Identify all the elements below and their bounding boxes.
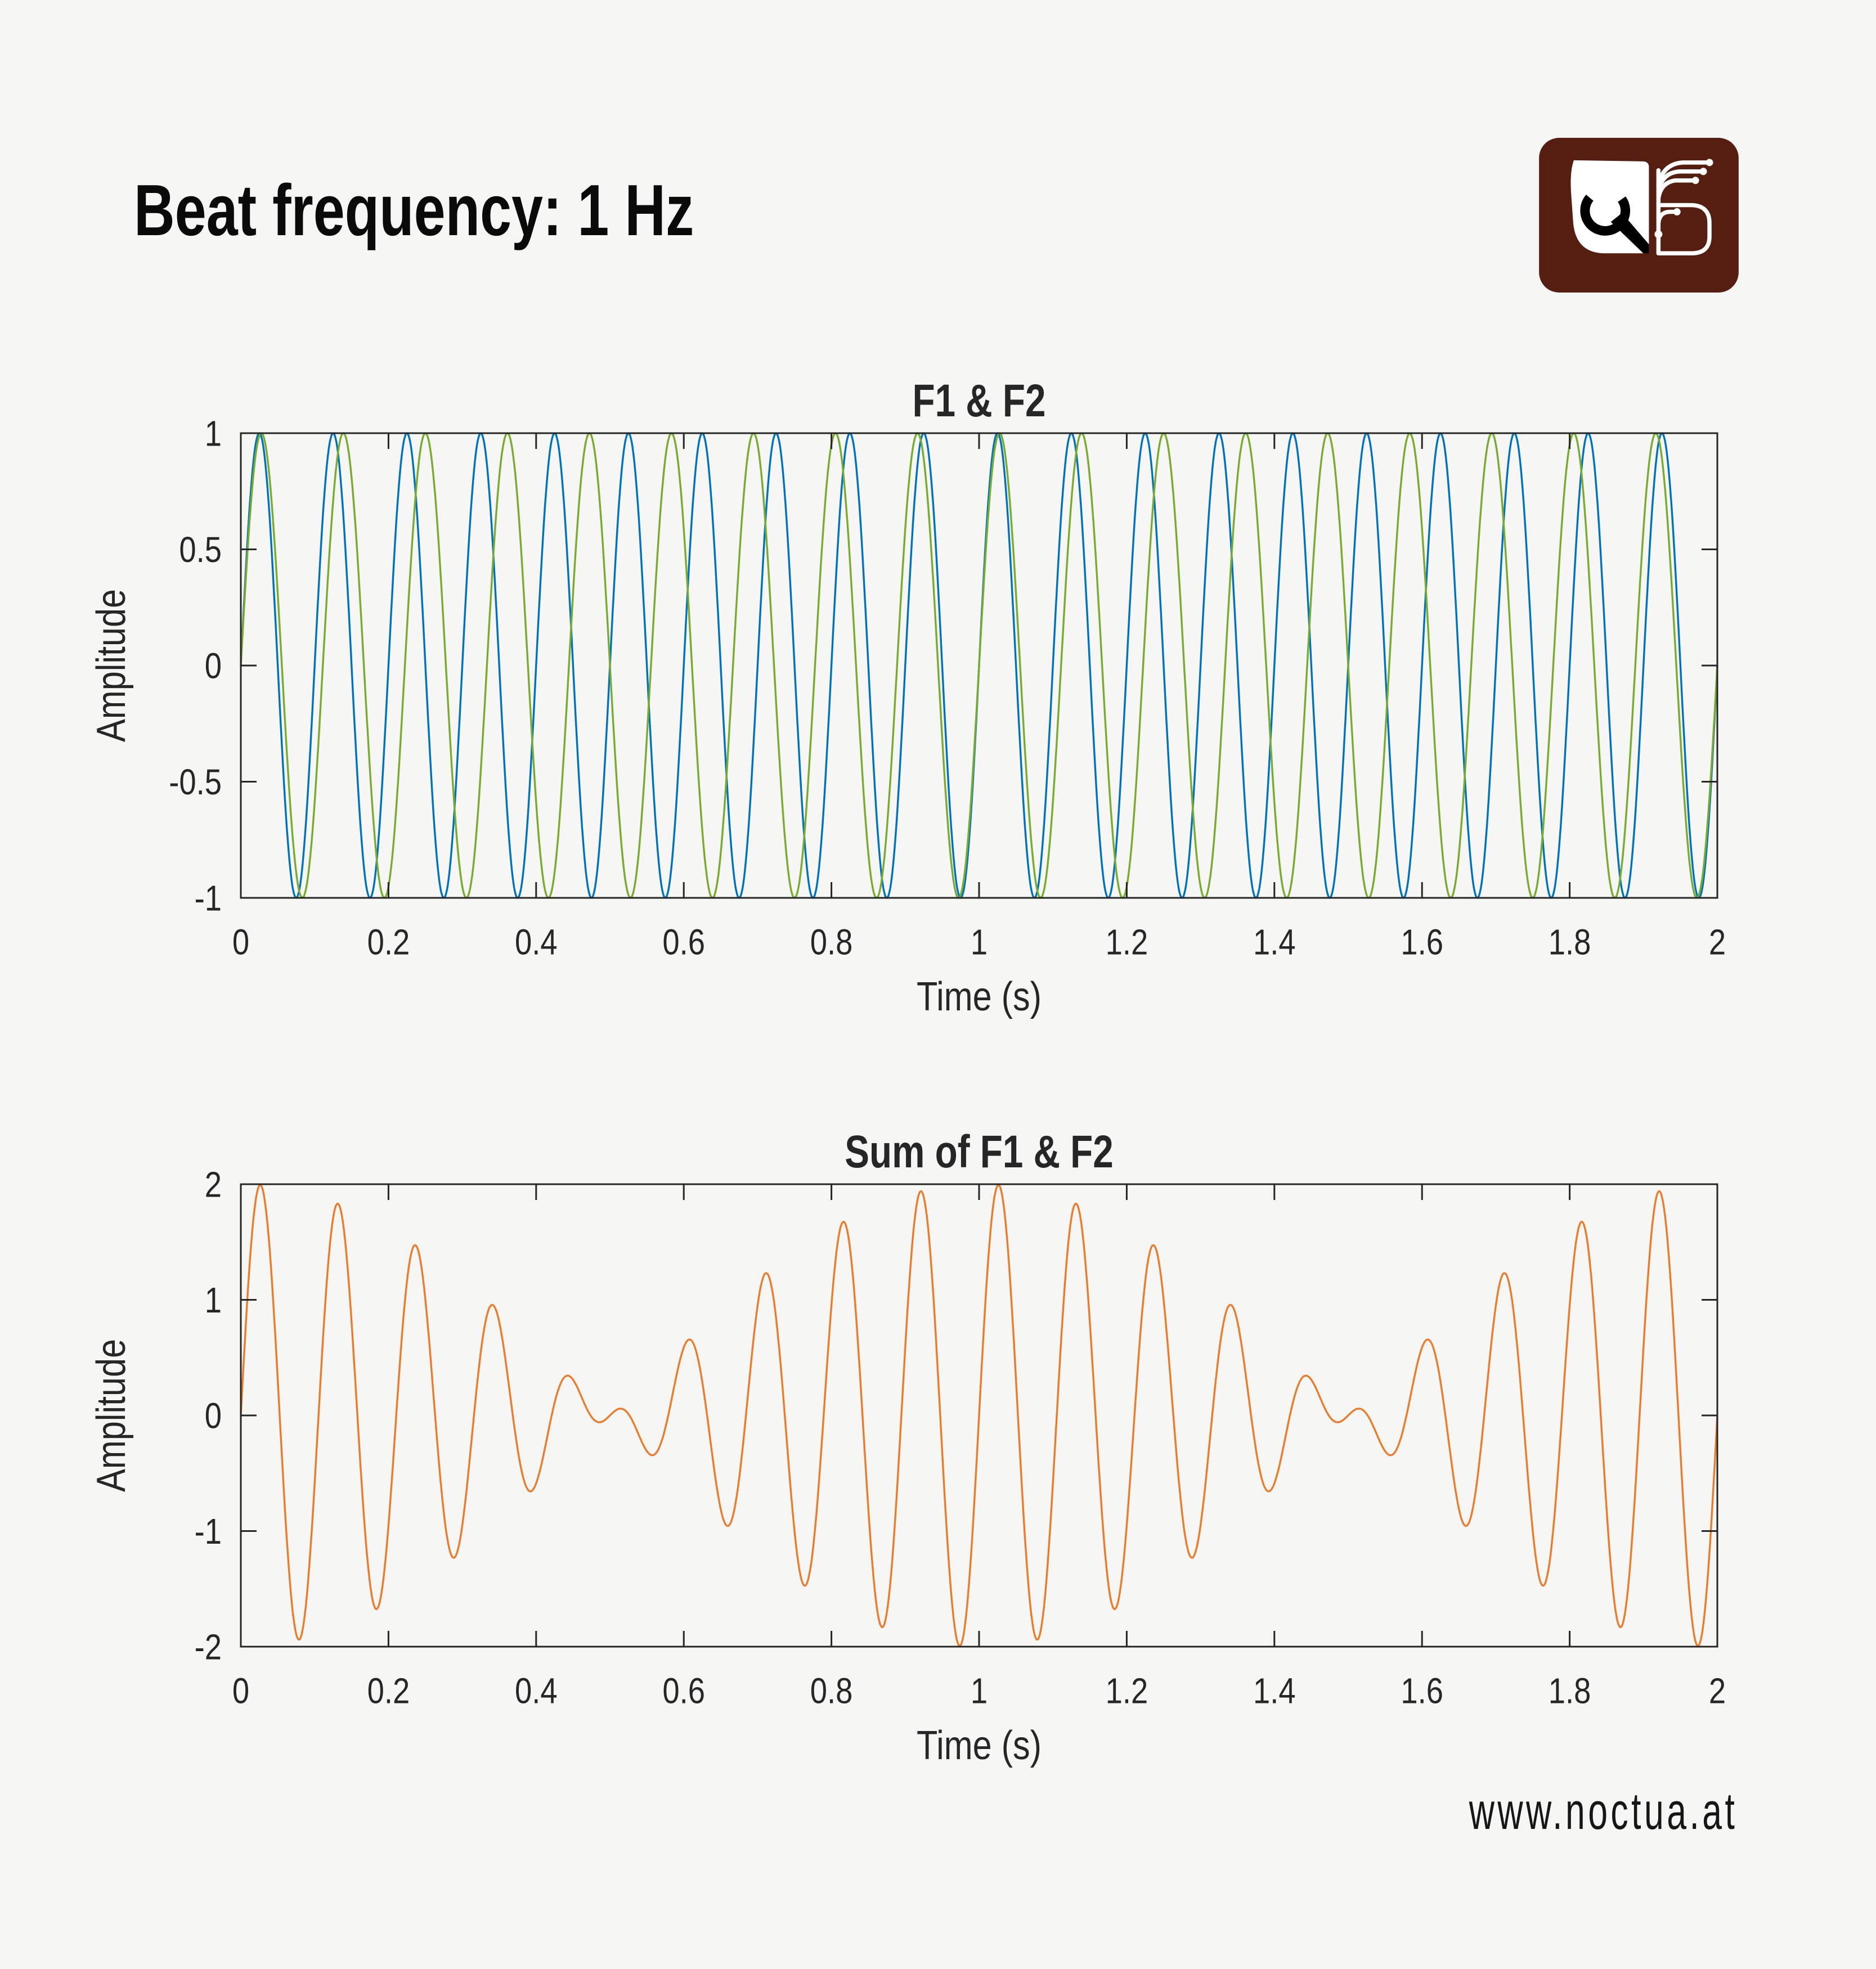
- chart-sum-of-f1-and-f2: 0 0.2 0.4 0.6 0.8 1 1.2 1.4 1.6 1.8 2 -2 -1 0 1 2 Sum of…: [89, 1126, 1726, 1768]
- y-tick-label-text: 2: [205, 1164, 222, 1204]
- x-tick-label: 0.6: [662, 1670, 705, 1711]
- chart-title: Sum of F1 & F2: [845, 1126, 1113, 1177]
- x-tick-label-text: 1: [971, 1670, 988, 1711]
- y-tick-label: -0.5: [169, 762, 222, 802]
- x-tick-label: 1.6: [1401, 921, 1443, 962]
- footer-url: www.noctua.at: [1469, 1783, 1738, 1840]
- x-tick-label-text: 1.2: [1106, 1670, 1148, 1711]
- x-tick-label-text: 0.2: [367, 921, 410, 962]
- series-line-f2: [240, 432, 1718, 899]
- x-axis-label: Time (s): [917, 1723, 1042, 1768]
- x-tick-label-text: 0.8: [810, 1670, 853, 1711]
- x-tick-label-text: 0: [232, 1670, 249, 1711]
- y-tick-label-text: -1: [195, 1511, 222, 1552]
- x-tick-label: 2: [1709, 921, 1726, 962]
- x-axis-label: Time (s): [917, 974, 1042, 1019]
- x-tick-label: 1.4: [1253, 1670, 1296, 1711]
- x-tick-label: 0.4: [515, 1670, 558, 1711]
- x-tick-label-text: 1.4: [1253, 1670, 1296, 1711]
- y-tick-label-text: -0.5: [169, 762, 222, 802]
- y-tick-label-text: 0: [205, 1395, 222, 1436]
- axes-box: [240, 432, 1718, 899]
- y-tick-label-text: -1: [195, 878, 222, 918]
- x-tick-label-text: 1.8: [1549, 921, 1591, 962]
- x-tick-label-text: 1.4: [1253, 921, 1296, 962]
- x-tick-label: 1.4: [1253, 921, 1296, 962]
- y-tick-label: -2: [195, 1626, 222, 1667]
- x-tick-label: 0.8: [810, 1670, 853, 1711]
- x-tick-label-text: 0.8: [810, 921, 853, 962]
- x-tick-label: 1.6: [1401, 1670, 1443, 1711]
- x-tick-label-text: 1.2: [1106, 921, 1148, 962]
- page-title: Beat frequency: 1 Hz: [134, 170, 694, 251]
- chart-title-text: F1 & F2: [913, 375, 1046, 426]
- y-axis-label: Amplitude: [89, 589, 134, 742]
- y-axis-label-text: Amplitude: [89, 1339, 134, 1492]
- y-tick-label: 0: [205, 1395, 222, 1436]
- axes-box: [240, 1183, 1718, 1648]
- noctua-logo: [1539, 138, 1739, 293]
- y-tick-label: 0.5: [179, 529, 222, 570]
- chart-title-text: Sum of F1 & F2: [845, 1126, 1113, 1177]
- x-tick-label-text: 1.6: [1401, 921, 1443, 962]
- y-tick-label: 0: [205, 645, 222, 686]
- x-tick-label-text: 1.8: [1549, 1670, 1591, 1711]
- y-tick-label-text: -2: [195, 1626, 222, 1667]
- x-tick-label-text: 0.4: [515, 921, 558, 962]
- fan-outline-icon: [1656, 160, 1712, 255]
- x-tick-label: 2: [1709, 1670, 1726, 1711]
- x-tick-label: 0: [232, 1670, 249, 1711]
- x-tick-label: 1.8: [1549, 1670, 1591, 1711]
- x-tick-label-text: 2: [1709, 1670, 1726, 1711]
- x-tick-label-text: 0.2: [367, 1670, 410, 1711]
- x-tick-label-text: 1: [971, 921, 988, 962]
- x-tick-label: 1: [971, 1670, 988, 1711]
- x-tick-label-text: 0: [232, 921, 249, 962]
- x-tick-label-text: 0.4: [515, 1670, 558, 1711]
- x-axis-label-text: Time (s): [917, 1723, 1042, 1768]
- x-tick-label: 1.8: [1549, 921, 1591, 962]
- y-tick-label: -1: [195, 1511, 222, 1552]
- y-tick-label: 2: [205, 1164, 222, 1204]
- x-tick-label: 0.8: [810, 921, 853, 962]
- fan-dots-icon: [1654, 159, 1713, 239]
- y-axis-label: Amplitude: [89, 1339, 134, 1492]
- y-tick-label: -1: [195, 878, 222, 918]
- x-tick-label-text: 2: [1709, 921, 1726, 962]
- x-tick-label: 1.2: [1106, 921, 1148, 962]
- x-tick-label: 0: [232, 921, 249, 962]
- x-tick-label-text: 0.6: [662, 1670, 705, 1711]
- y-tick-label: 1: [205, 413, 222, 453]
- x-tick-label: 1: [971, 921, 988, 962]
- x-axis-label-text: Time (s): [917, 974, 1042, 1019]
- chart-f1-and-f2: 0 0.2 0.4 0.6 0.8 1 1.2 1.4 1.6 1.8 2 -1 -0.5 0 0.5 1 F1…: [89, 375, 1726, 1019]
- y-axis-label-text: Amplitude: [89, 589, 134, 742]
- y-tick-label-text: 0.5: [179, 529, 222, 570]
- x-tick-label: 0.2: [367, 1670, 410, 1711]
- x-tick-label: 1.2: [1106, 1670, 1148, 1711]
- series-line-f1-f2: [240, 1184, 1718, 1647]
- x-tick-label-text: 0.6: [662, 921, 705, 962]
- chart-title: F1 & F2: [913, 375, 1046, 426]
- x-tick-label: 0.6: [662, 921, 705, 962]
- y-tick-label-text: 0: [205, 645, 222, 686]
- x-tick-label: 0.2: [367, 921, 410, 962]
- x-tick-label-text: 1.6: [1401, 1670, 1443, 1711]
- y-tick-label-text: 1: [205, 413, 222, 453]
- y-tick-label: 1: [205, 1280, 222, 1320]
- owl-eye-icon: [1580, 186, 1649, 254]
- y-tick-label-text: 1: [205, 1280, 222, 1320]
- x-tick-label: 0.4: [515, 921, 558, 962]
